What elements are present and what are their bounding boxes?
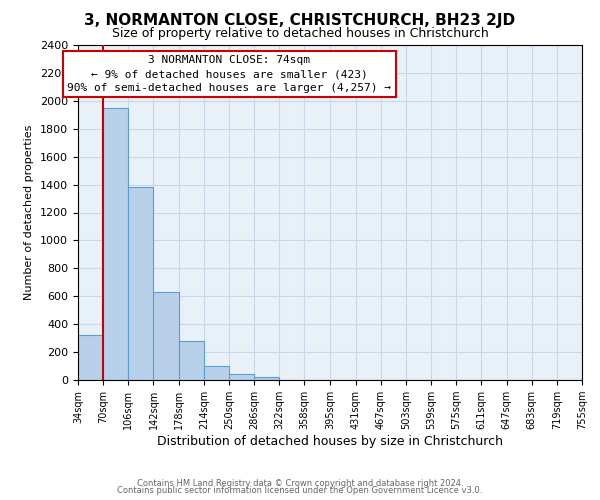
Text: Contains public sector information licensed under the Open Government Licence v3: Contains public sector information licen… [118,486,482,495]
Bar [103,108,128,380]
Y-axis label: Number of detached properties: Number of detached properties [25,125,34,300]
Bar [128,188,154,380]
Bar [229,374,254,380]
Bar [154,292,179,380]
X-axis label: Distribution of detached houses by size in Christchurch: Distribution of detached houses by size … [157,435,503,448]
Bar [179,341,204,380]
Text: Contains HM Land Registry data © Crown copyright and database right 2024.: Contains HM Land Registry data © Crown c… [137,478,463,488]
Bar [204,366,229,380]
Text: 3, NORMANTON CLOSE, CHRISTCHURCH, BH23 2JD: 3, NORMANTON CLOSE, CHRISTCHURCH, BH23 2… [85,12,515,28]
Text: Size of property relative to detached houses in Christchurch: Size of property relative to detached ho… [112,28,488,40]
Text: 3 NORMANTON CLOSE: 74sqm
← 9% of detached houses are smaller (423)
90% of semi-d: 3 NORMANTON CLOSE: 74sqm ← 9% of detache… [67,55,391,93]
Bar [78,336,103,380]
Bar [254,377,280,380]
